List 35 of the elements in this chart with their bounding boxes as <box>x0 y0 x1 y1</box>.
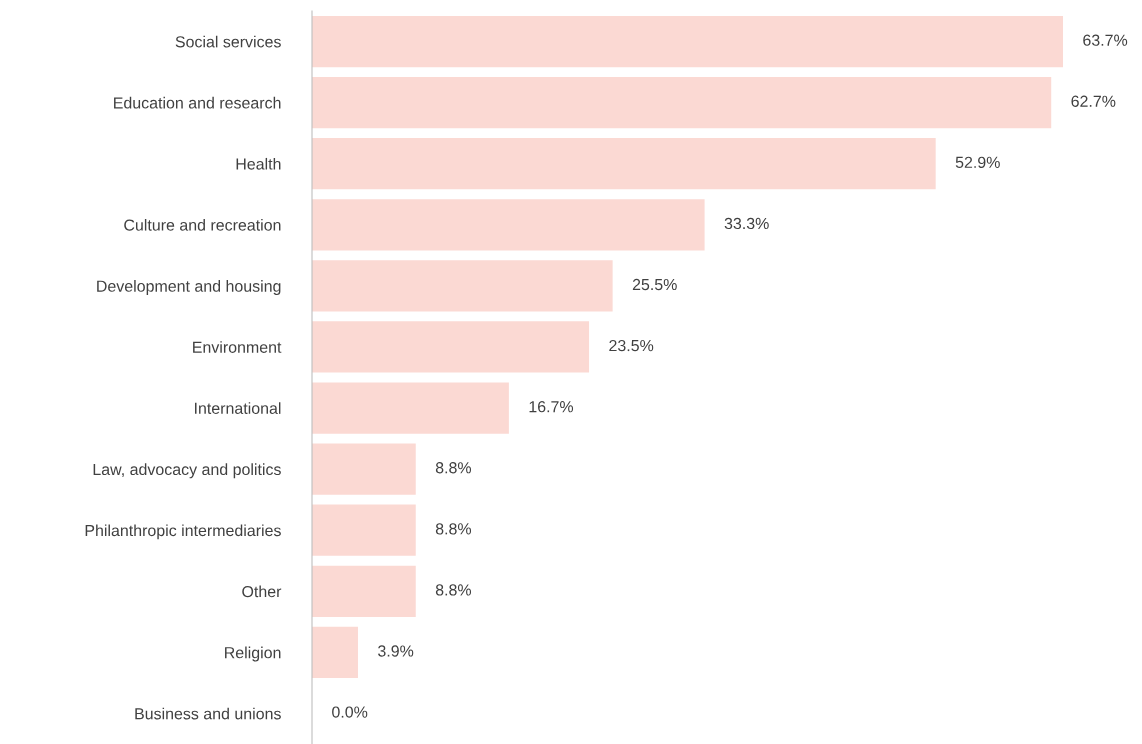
data-label: 33.3% <box>724 217 769 230</box>
bar <box>312 565 416 617</box>
data-label: 8.8% <box>435 523 472 535</box>
bar <box>312 15 1063 68</box>
bar <box>312 76 1052 129</box>
bar <box>312 626 358 679</box>
y-tick-label: Law, advocacy and politics <box>93 463 281 479</box>
data-label: 62.7% <box>1071 95 1116 107</box>
y-tick-label: Culture and recreation <box>124 219 281 231</box>
y-tick-label: Education and research <box>114 96 281 109</box>
y-tick-label: Development and housing <box>97 280 281 295</box>
bar <box>312 443 416 495</box>
bar <box>312 504 416 556</box>
bar <box>312 382 509 434</box>
y-tick-label: Religion <box>225 646 281 662</box>
data-label: 23.5% <box>609 339 654 352</box>
bar <box>312 199 705 251</box>
y-tick-label: Social services <box>175 35 281 48</box>
y-tick-label: Business and unions <box>135 707 281 720</box>
y-tick-label: Philanthropic intermediaries <box>85 524 281 540</box>
data-label: 63.7% <box>1083 34 1128 46</box>
y-tick-label: Other <box>242 585 282 598</box>
data-label: 52.9% <box>955 156 1000 168</box>
data-label: 16.7% <box>529 401 574 413</box>
data-label: 25.5% <box>632 278 677 291</box>
bar <box>312 260 613 312</box>
data-label: 0.0% <box>332 706 368 718</box>
bar <box>312 321 590 373</box>
y-tick-label: Health <box>236 157 281 170</box>
y-tick-label: International <box>195 402 281 414</box>
bar <box>312 138 936 190</box>
data-label: 8.8% <box>435 584 472 596</box>
y-tick-label: Environment <box>193 341 282 353</box>
data-label: 8.8% <box>435 462 472 474</box>
data-label: 3.9% <box>378 645 414 657</box>
